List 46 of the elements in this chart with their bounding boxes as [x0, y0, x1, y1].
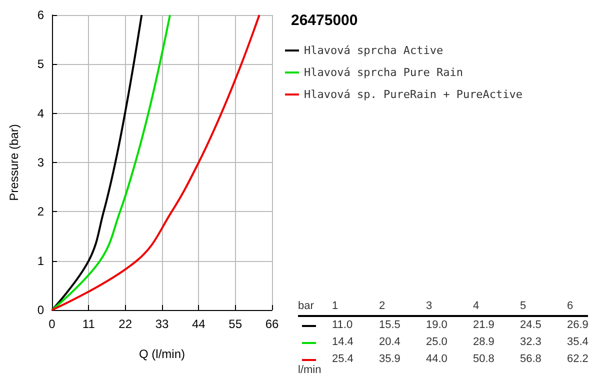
- text: 44.0: [426, 353, 448, 365]
- text: 15.5: [379, 319, 400, 331]
- text: 6: [567, 300, 574, 312]
- y-tick-label: 5: [37, 57, 44, 72]
- x-tick-label: 22: [118, 317, 132, 331]
- y-tick-label: 3: [37, 156, 44, 170]
- text: bar: [298, 300, 314, 312]
- x-axis-title: Q (l/min): [139, 347, 185, 361]
- text: 21.9: [473, 319, 494, 331]
- x-tick-label: 55: [228, 317, 242, 331]
- text: 20.4: [379, 336, 400, 348]
- text: 2: [379, 300, 386, 312]
- text: 25.4: [332, 353, 354, 365]
- y-axis-title: Pressure (bar): [7, 124, 21, 201]
- y-tick-label: 6: [37, 8, 44, 22]
- text: 28.9: [473, 336, 494, 348]
- text: 24.5: [520, 319, 542, 331]
- text: 25.0: [426, 336, 448, 348]
- y-tick-label: 0: [37, 303, 44, 317]
- text: 19.0: [426, 319, 448, 331]
- x-tick-label: 66: [265, 317, 279, 331]
- x-tick-label: 11: [82, 317, 96, 331]
- text: 56.8: [520, 353, 542, 365]
- text: 32.3: [520, 336, 542, 348]
- x-tick-label: 44: [192, 317, 206, 331]
- y-tick-label: 4: [37, 106, 44, 120]
- text: 26.9: [567, 319, 588, 331]
- text: 50.8: [473, 353, 494, 365]
- legend-label: Hlavová sp. PureRain + PureActive: [304, 88, 523, 101]
- y-tick-label: 2: [37, 204, 44, 219]
- text: 35.4: [567, 336, 588, 348]
- text: 62.2: [567, 353, 588, 365]
- legend-label: Hlavová sprcha Pure Rain: [304, 66, 463, 79]
- text: 4: [473, 300, 480, 312]
- x-tick-label: 0: [48, 317, 56, 331]
- y-tick-label: 1: [37, 254, 44, 268]
- text: 26475000: [291, 12, 358, 29]
- text: l/min: [298, 364, 322, 376]
- text: 35.9: [379, 353, 400, 365]
- legend-label: Hlavová sprcha Active: [304, 44, 444, 57]
- text: 11.0: [332, 319, 353, 331]
- text: 1: [332, 300, 338, 312]
- text: 5: [520, 300, 526, 312]
- text: 3: [426, 300, 432, 312]
- x-tick-label: 33: [155, 317, 169, 331]
- text: 14.4: [332, 336, 354, 348]
